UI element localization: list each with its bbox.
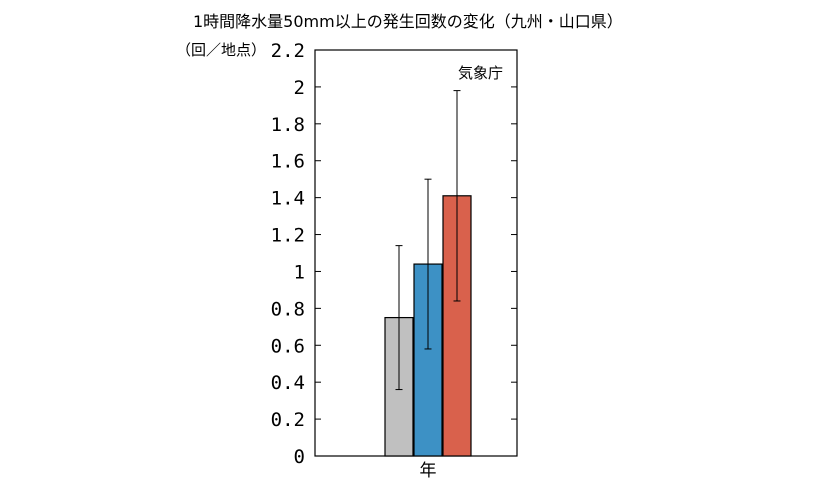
y-tick-label: 2 (294, 77, 305, 99)
y-tick-label: 0 (294, 446, 305, 468)
y-unit-label: （回／地点） (176, 41, 266, 59)
y-tick-label: 0.2 (271, 409, 305, 431)
x-category-label: 年 (420, 461, 437, 481)
chart-title: 1時間降水量50mm以上の発生回数の変化（九州・山口県） (193, 12, 623, 31)
y-tick-label: 1.6 (271, 151, 305, 173)
error-bar-group (395, 90, 461, 391)
y-tick-label: 1.4 (271, 188, 305, 210)
y-tick-label: 0.8 (271, 298, 305, 320)
y-tick-label: 0.6 (271, 335, 305, 357)
y-tick-label: 1.8 (271, 114, 305, 136)
source-label: 気象庁 (458, 64, 503, 82)
y-tick-label: 2.2 (271, 40, 305, 62)
y-tick-label: 1.2 (271, 225, 305, 247)
y-axis: 0 0.2 0.4 0.6 0.8 1 1.2 1.4 1.6 1.8 2 2.2 (271, 40, 517, 468)
y-tick-label: 1 (294, 261, 305, 283)
y-tick-label: 0.4 (271, 372, 305, 394)
